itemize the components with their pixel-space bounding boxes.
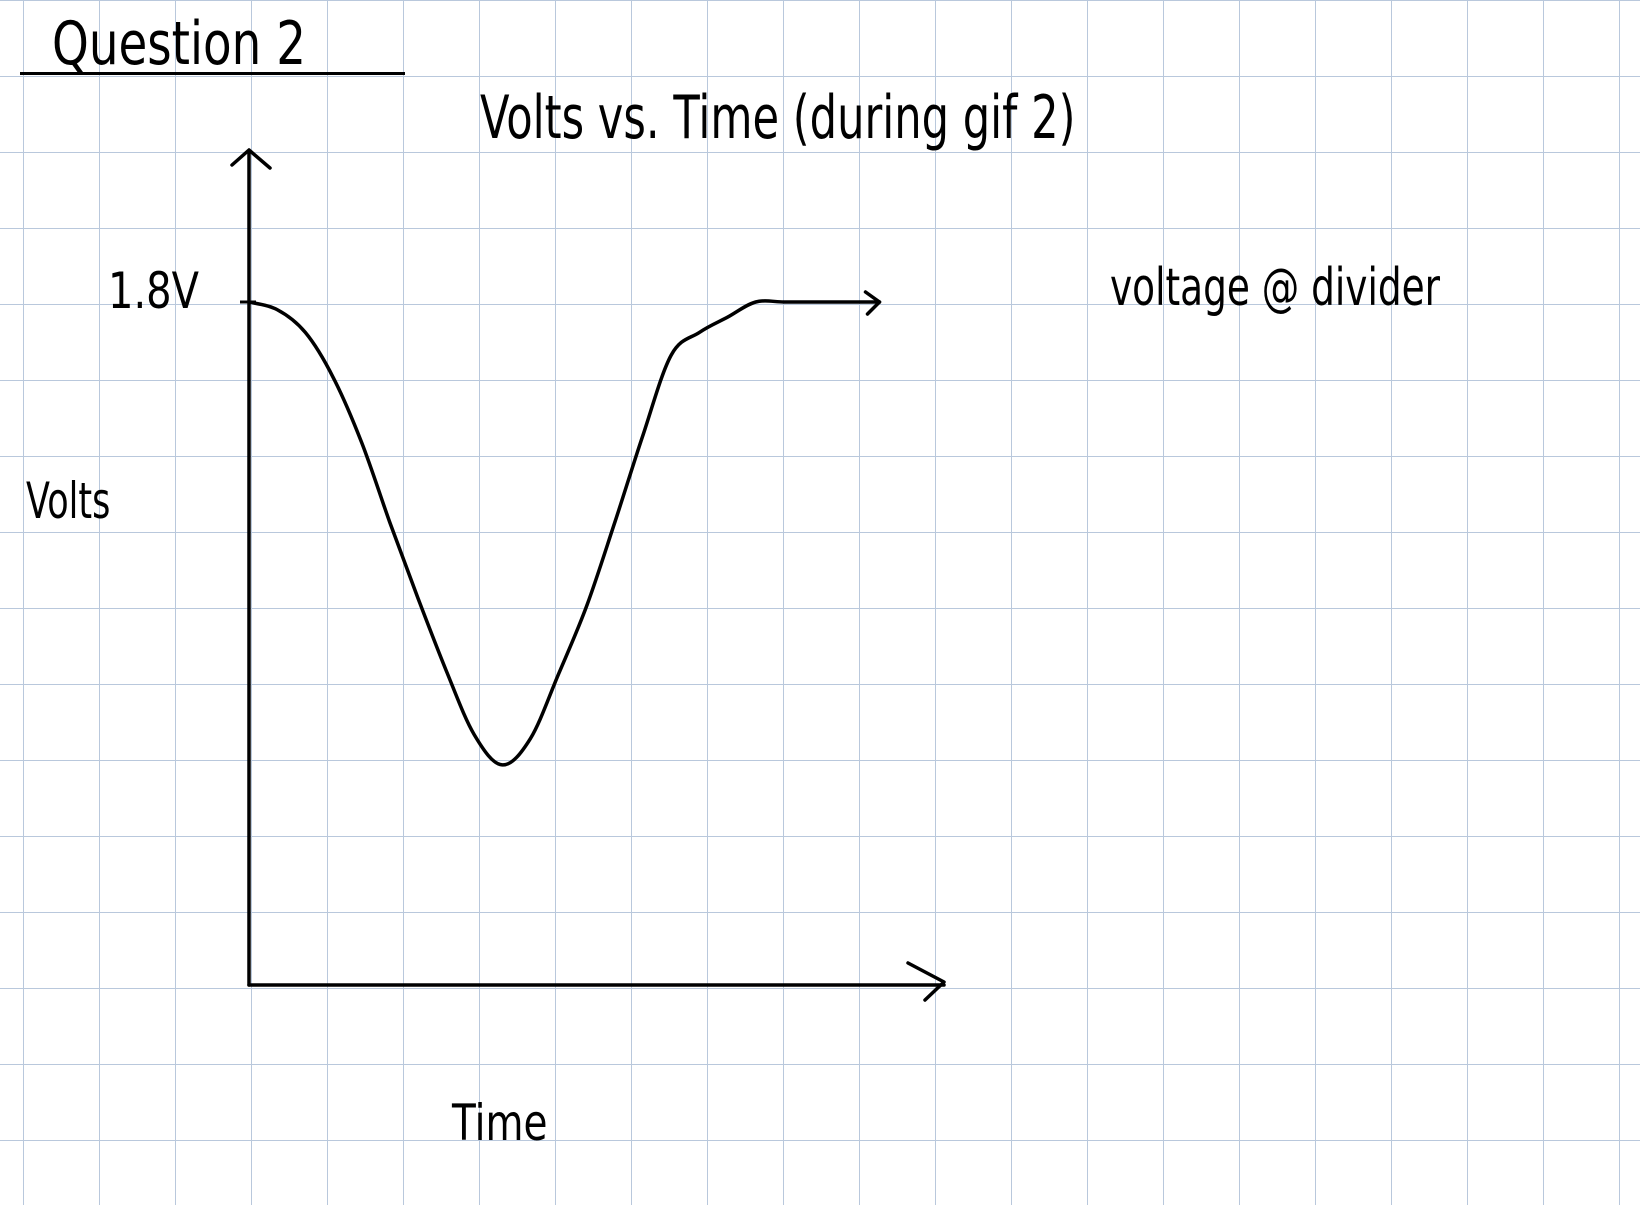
x-axis-label: Time xyxy=(452,1094,548,1152)
y-axis-arrowhead xyxy=(230,148,272,170)
question-underline xyxy=(20,72,405,75)
series-line xyxy=(247,299,882,767)
y-axis-label: Volts xyxy=(26,472,111,530)
y-tick-label: 1.8V xyxy=(108,262,199,320)
series-annotation: voltage @ divider xyxy=(1110,258,1441,318)
x-axis-arrowhead xyxy=(906,961,946,1002)
question-label: Question 2 xyxy=(52,9,306,79)
chart-title: Volts vs. Time (during gif 2) xyxy=(480,83,1076,153)
series-annotation-arrow xyxy=(863,290,882,316)
